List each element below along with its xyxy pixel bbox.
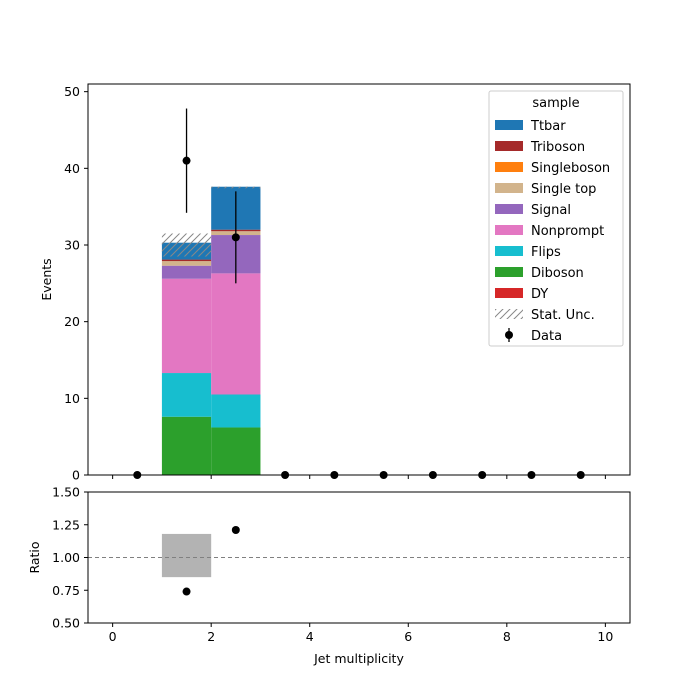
ratio-y-ticks: 0.50 0.75 1.00 1.25 1.50 [52,485,88,631]
legend-label-flips: Flips [531,245,561,260]
bar-nonprompt-bin-0 [161,278,212,374]
legend-label-data: Data [531,329,562,344]
legend-items: Ttbar Triboson Singleboson Single top Signal… [495,119,610,344]
legend-label-nonprompt: Nonprompt [531,224,604,239]
main-y-tick-label-5: 50 [64,84,80,99]
x-tick-label-3: 6 [404,629,412,644]
x-tick-label-1: 2 [207,629,215,644]
main-y-tick-label-4: 40 [64,161,80,176]
legend-swatch-diboson [495,267,523,277]
main-y-tick-label-3: 30 [64,238,80,253]
main-y-tick-label-0: 0 [72,468,80,483]
ratio-point-0 [182,587,191,596]
legend-swatch-signal [495,204,523,214]
legend-data-marker [505,331,513,339]
legend-swatch-nonprompt [495,225,523,235]
legend-title: sample [532,96,579,111]
legend-label-triboson: Triboson [530,140,585,155]
legend-label-single-top: Single top [531,182,596,197]
ratio-unc-rect [161,533,212,578]
legend-label-ttbar: Ttbar [530,119,566,134]
main-y-axis-label: Events [39,258,54,300]
x-tick-label-2: 4 [306,629,314,644]
ratio-y-axis-label: Ratio [27,541,42,573]
legend-label-diboson: Diboson [531,266,584,281]
ratio-panel: 0.50 0.75 1.00 1.25 1.50 0 2 4 6 8 10 Ratio Jet m… [27,485,631,666]
ratio-points [182,525,240,596]
legend-label-signal: Signal [531,203,571,218]
legend-label-stat-unc: Stat. Unc. [531,308,595,323]
main-axes-frame [87,83,631,476]
ratio-y-tick-label-0: 0.50 [52,616,80,631]
legend-swatch-stat-unc [495,309,523,319]
ratio-y-tick-label-3: 1.25 [52,517,80,532]
legend-label-singleboson: Singleboson [531,161,610,176]
bar-flips-bin-1 [211,394,261,428]
stacked-bars [161,186,261,475]
legend-swatch-flips [495,246,523,256]
legend-swatch-dy [495,288,523,298]
main-y-tick-label-1: 10 [64,391,80,406]
bar-diboson-bin-1 [211,427,261,475]
data-point-2 [231,233,240,242]
main-y-ticks: 0 10 20 30 40 50 [64,84,88,483]
bar-signal-bin-0 [161,265,212,279]
x-tick-label-5: 10 [597,629,613,644]
legend-swatch-single-top [495,183,523,193]
data-point-1 [182,156,191,165]
bar-triboson-bin-0 [161,259,212,262]
bar-nonprompt-bin-1 [211,273,261,395]
ratio-y-tick-label-2: 1.00 [52,550,80,565]
main-panel: 0 10 20 30 40 50 Events [39,83,631,483]
bar-diboson-bin-0 [161,416,212,475]
main-y-tick-label-2: 20 [64,314,80,329]
stat-unc-band-0 [161,233,212,257]
stat-unc-bands [161,186,261,257]
main-x-ticks [112,475,606,479]
legend-label-dy: DY [531,287,548,302]
x-tick-label-0: 0 [109,629,117,644]
legend-swatch-ttbar [495,120,523,130]
bar-single-top-bin-0 [161,261,212,266]
ratio-x-ticks: 0 2 4 6 8 10 [109,623,613,644]
x-axis-label: Jet multiplicity [313,651,404,666]
legend-swatch-triboson [495,141,523,151]
x-tick-label-4: 8 [503,629,511,644]
stat-unc-band-1 [211,186,261,189]
ratio-unc-band [161,533,212,578]
legend: sample Ttbar Triboson Singleboson Single to… [488,90,624,347]
ratio-y-tick-label-4: 1.50 [52,485,80,500]
legend-swatch-singleboson [495,162,523,172]
ratio-point-1 [231,525,240,534]
legend-box [488,90,624,347]
bar-flips-bin-0 [161,373,212,417]
ratio-y-tick-label-1: 0.75 [52,583,80,598]
